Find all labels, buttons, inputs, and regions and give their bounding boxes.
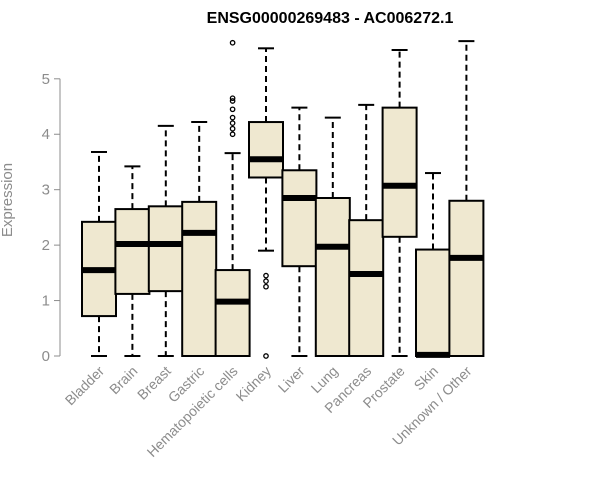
x-tick-label: Bladder	[62, 363, 108, 409]
box-iqr	[448, 199, 485, 357]
outlier-point	[263, 283, 269, 290]
box-iqr	[281, 169, 318, 268]
y-axis: 0 1 2 3 4 5	[42, 71, 61, 365]
box-group	[214, 39, 251, 358]
outlier-point	[229, 106, 236, 113]
box-iqr	[181, 200, 218, 357]
box-iqr	[381, 106, 418, 238]
y-tick-label: 1	[42, 293, 50, 310]
outlier-point	[229, 98, 236, 104]
y-tick-label: 0	[42, 348, 50, 365]
box-group	[147, 124, 184, 357]
outlier-point	[229, 125, 236, 132]
y-tick-label: 3	[42, 182, 50, 199]
outlier-point	[263, 353, 269, 359]
y-tick-label: 2	[42, 237, 50, 254]
box-iqr	[114, 208, 151, 295]
outlier-point	[229, 95, 236, 102]
box-group	[381, 48, 418, 357]
outlier-point	[229, 39, 236, 46]
y-axis-label: Expression	[0, 163, 16, 237]
outlier-point	[229, 114, 236, 121]
outlier-point	[229, 120, 236, 127]
box-group	[415, 172, 451, 358]
box-series	[81, 39, 485, 359]
chart-title: ENSG00000269483 - AC006272.1	[207, 10, 454, 27]
y-tick-label: 4	[42, 126, 50, 143]
box-group	[181, 121, 218, 357]
outlier-point	[229, 131, 236, 138]
box-iqr	[214, 269, 251, 358]
box-iqr	[348, 219, 385, 357]
outlier-point	[263, 278, 269, 285]
box-iqr	[248, 121, 284, 179]
x-tick-label: Liver	[275, 363, 308, 396]
box-group	[348, 103, 385, 357]
box-group	[448, 40, 485, 357]
box-group	[81, 150, 117, 357]
outlier-point	[263, 272, 269, 279]
box-group	[114, 165, 151, 357]
box-iqr	[314, 197, 351, 357]
y-tick-label: 5	[42, 71, 50, 88]
box-group	[314, 116, 351, 357]
box-group	[281, 106, 318, 357]
box-iqr	[147, 205, 184, 293]
box-group	[248, 47, 284, 359]
box-iqr	[415, 248, 451, 357]
x-tick-label: Kidney	[233, 363, 275, 405]
